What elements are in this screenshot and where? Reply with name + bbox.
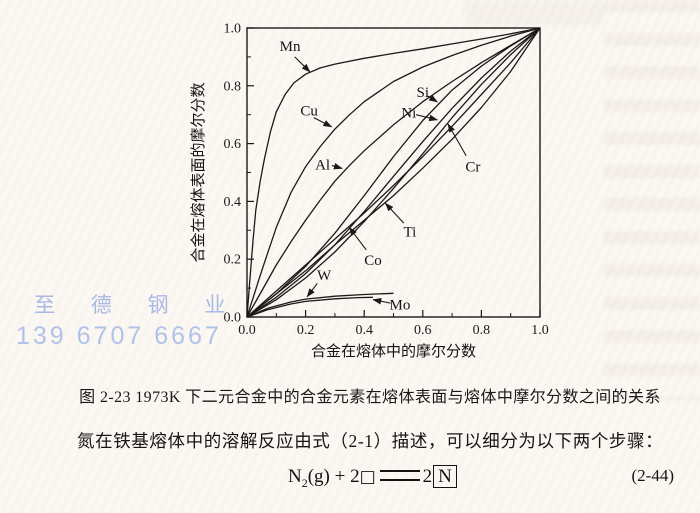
y-axis-title: 合金在熔体表面的摩尔分数 <box>189 82 207 262</box>
chart-ticks: 0.0 0.2 0.4 0.6 0.8 1.0 0.0 0.2 0.4 0.6 0.8 1.0 <box>224 22 549 339</box>
equation-formula: N2(g) + 2□ 2 N <box>288 465 457 491</box>
eq-plus: + <box>334 466 346 487</box>
curve-label-Ti: Ti <box>404 225 417 241</box>
chart-curves <box>246 27 541 318</box>
watermark: 至 德 钢 业 139 6707 6667 <box>16 289 241 351</box>
chart-axis-titles: 合金在熔体中的摩尔分数 合金在熔体表面的摩尔分数 <box>189 82 476 360</box>
svg-text:0.0: 0.0 <box>224 311 242 326</box>
equation-number: (2-44) <box>631 466 674 485</box>
boxed-nitrogen-symbol: N <box>433 465 457 488</box>
equation-row: N2(g) + 2□ 2 N (2-44) <box>0 462 700 502</box>
svg-text:0.4: 0.4 <box>224 195 242 210</box>
curve-label-Al: Al <box>315 157 330 173</box>
curve-W <box>246 292 394 318</box>
figure-chart-svg: 0.0 0.2 0.4 0.6 0.8 1.0 0.0 0.2 0.4 0.6 0.8 1.0 Mn Cu… <box>189 22 549 361</box>
svg-text:1.0: 1.0 <box>224 22 242 37</box>
curve-Cr <box>246 27 541 318</box>
svg-text:0.0: 0.0 <box>238 323 256 338</box>
curve-label-Cr: Cr <box>465 159 480 175</box>
curve-label-Si: Si <box>417 85 430 101</box>
watermark-text: 至 德 钢 业 <box>34 294 241 317</box>
figure-caption: 图 2-23 1973K 下二元合金中的合金元素在熔体表面与熔体中摩尔分数之间的… <box>79 389 661 406</box>
curve-label-Cu: Cu <box>300 104 318 120</box>
x-axis-title: 合金在熔体中的摩尔分数 <box>311 342 476 360</box>
curve-Ni <box>246 27 541 318</box>
curve-Cu <box>246 27 541 318</box>
curve-Mn <box>246 27 541 318</box>
double-bond-equals-symbol <box>379 470 420 482</box>
watermark-phone: 139 6707 6667 <box>16 322 222 350</box>
svg-text:0.2: 0.2 <box>297 323 315 338</box>
curve-Mo <box>246 296 374 318</box>
svg-text:0.6: 0.6 <box>414 323 432 338</box>
curve-label-W: W <box>317 268 332 284</box>
curve-label-Mo: Mo <box>390 297 411 313</box>
chart-frame <box>246 27 541 318</box>
vacancy-square-symbol: □ <box>359 467 376 487</box>
svg-text:1.0: 1.0 <box>531 323 549 338</box>
eq-coeff-left: 2 <box>350 466 360 487</box>
curve-Ti <box>246 27 541 318</box>
body-paragraph: 氮在铁基熔体中的溶解反应由式（2-1）描述，可以细分为以下两个步骤： <box>77 431 664 451</box>
svg-text:0.2: 0.2 <box>224 253 242 268</box>
eq-subscript: 2 <box>301 475 308 490</box>
curve-Si <box>246 27 541 318</box>
svg-text:0.4: 0.4 <box>355 323 373 338</box>
curve-label-Ni: Ni <box>401 106 416 122</box>
eq-state: (g) <box>307 466 330 487</box>
svg-text:0.8: 0.8 <box>473 323 491 338</box>
eq-element: N <box>288 466 302 487</box>
curve-Al <box>246 27 541 318</box>
bleed-through-texture <box>604 0 700 400</box>
svg-text:0.8: 0.8 <box>224 79 242 94</box>
svg-text:0.6: 0.6 <box>224 137 242 152</box>
curve-label-Co: Co <box>364 253 382 269</box>
eq-coeff-right: 2 <box>422 466 433 487</box>
curve-label-Mn: Mn <box>280 39 301 55</box>
curve-Co <box>246 27 541 318</box>
